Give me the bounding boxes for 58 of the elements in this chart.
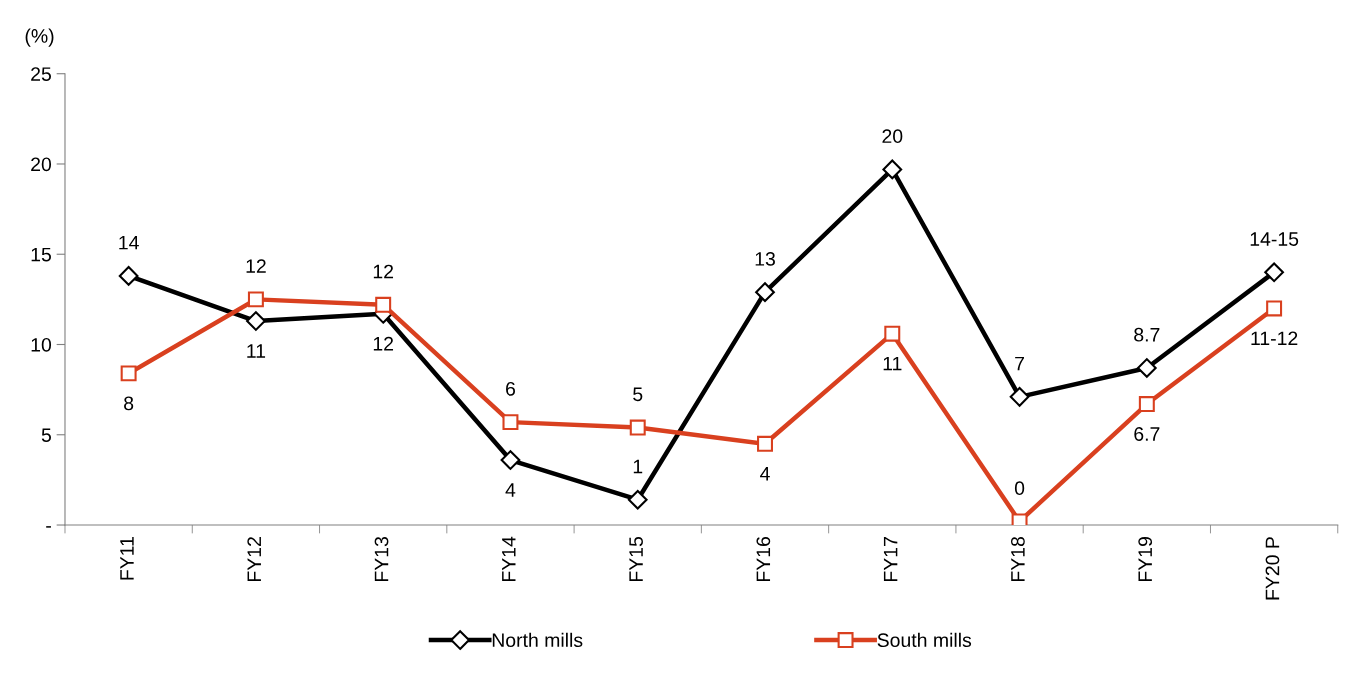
point — [882, 159, 903, 180]
point — [1266, 300, 1283, 317]
point — [629, 419, 646, 436]
data-label: 7 — [1015, 356, 1024, 371]
point — [627, 489, 648, 510]
data-label: 4 — [760, 467, 770, 481]
y-tick-label: 10 — [31, 337, 52, 352]
point — [120, 365, 137, 382]
data-label: 20 — [882, 129, 903, 144]
data-label: 12 — [373, 336, 394, 351]
x-tick-label: FY14 — [502, 536, 516, 582]
data-label: 12 — [246, 259, 266, 273]
data-label: 11 — [247, 344, 266, 358]
x-tick-label: FY20 P — [1265, 537, 1280, 600]
point — [757, 435, 773, 452]
x-tick-label: FY11 — [120, 537, 134, 580]
legend-label: North mills — [492, 632, 583, 648]
point — [502, 414, 519, 431]
data-label: 11-12 — [1251, 331, 1298, 346]
point — [500, 450, 521, 470]
legend-label: South mills — [877, 632, 972, 648]
y-tick-label: - — [46, 526, 51, 528]
point — [1009, 386, 1030, 407]
data-label: 8 — [124, 396, 134, 411]
point — [247, 291, 264, 308]
data-label: 5 — [633, 387, 643, 402]
point — [884, 325, 901, 342]
data-label: 11 — [883, 356, 902, 371]
x-tick-label: FY13 — [374, 536, 389, 582]
data-label: 12 — [373, 264, 394, 279]
data-label: 0 — [1014, 481, 1025, 496]
data-label: 8.7 — [1134, 327, 1160, 342]
point — [246, 311, 266, 331]
point — [375, 296, 392, 313]
point — [1138, 396, 1155, 413]
x-tick-label: FY12 — [247, 537, 261, 582]
y-tick-label: 15 — [31, 247, 51, 262]
y-tick-label: 5 — [41, 428, 51, 442]
data-label: 6.7 — [1134, 427, 1160, 441]
data-label: 6 — [506, 381, 516, 396]
y-axis-title: (%) — [25, 28, 54, 47]
point — [1011, 513, 1028, 526]
data-label: 13 — [755, 252, 775, 266]
data-label: 14-15 — [1250, 232, 1299, 246]
point — [1264, 262, 1284, 283]
x-tick-label: FY19 — [1138, 537, 1153, 582]
y-tick-label: 25 — [31, 67, 51, 81]
point — [118, 266, 139, 286]
x-tick-label: FY15 — [629, 536, 643, 582]
data-label: 1 — [633, 459, 643, 474]
x-tick-label: FY17 — [883, 537, 898, 582]
data-label: 14 — [119, 235, 139, 250]
data-label: 4 — [505, 483, 516, 497]
x-tick-label: FY16 — [756, 536, 771, 582]
x-tick-label: FY18 — [1011, 536, 1025, 582]
point — [1136, 358, 1157, 378]
point — [755, 282, 775, 303]
y-tick-label: 20 — [31, 157, 52, 172]
